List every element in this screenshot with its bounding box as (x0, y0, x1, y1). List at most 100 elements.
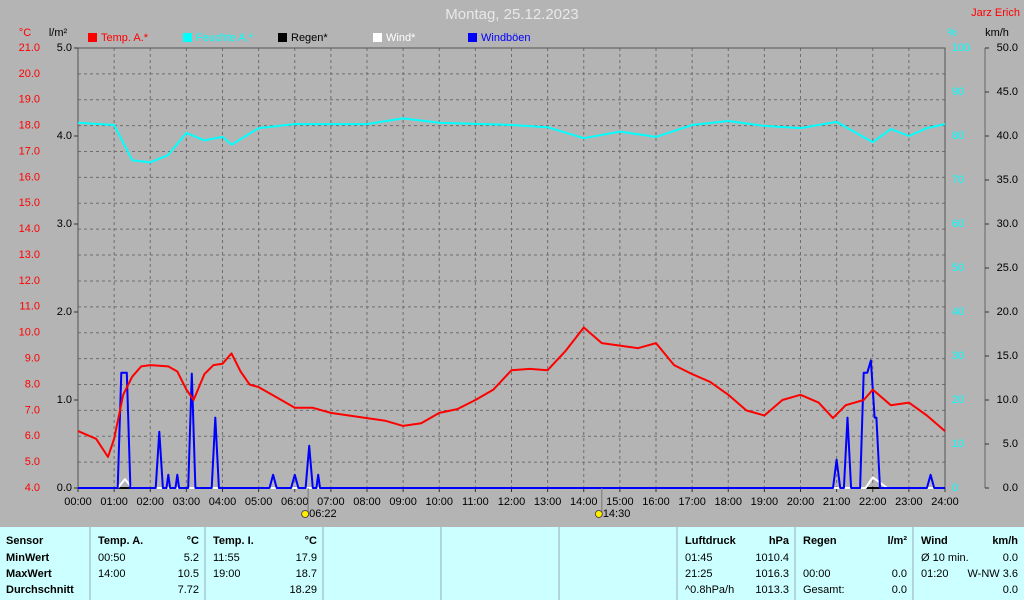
y-tick-label: 21.0 (19, 42, 40, 54)
x-tick-label: 24:00 (931, 496, 959, 508)
table-cell: 18.7 (296, 568, 317, 580)
y-tick-label: 16.0 (19, 171, 40, 183)
y4-tick-label: 50.0 (997, 42, 1018, 54)
legend-swatch (278, 33, 287, 42)
y-tick-label: 7.0 (25, 404, 40, 416)
y2-tick-label: 100 (952, 42, 970, 54)
row-label: MaxWert (6, 568, 52, 580)
sun-icon (594, 510, 603, 518)
x-tick-label: 19:00 (751, 496, 779, 508)
y3-tick-label: 4.0 (57, 130, 72, 142)
x-tick-label: 14:00 (570, 496, 598, 508)
table-cell: 1013.3 (755, 584, 789, 596)
table-cell: 19:00 (213, 568, 241, 580)
y2-tick-label: 20 (952, 394, 964, 406)
legend-label: Temp. A.* (101, 32, 149, 44)
y-tick-label: 4.0 (25, 482, 40, 494)
table-unit: °C (187, 535, 199, 547)
legend-label: Windböen (481, 32, 531, 44)
table-unit: hPa (769, 535, 790, 547)
x-tick-label: 00:00 (64, 496, 92, 508)
series-line (77, 117, 946, 164)
y3-tick-label: 3.0 (57, 218, 72, 230)
annotation-label: 06:22 (309, 508, 337, 520)
y2-tick-label: 80 (952, 130, 964, 142)
x-tick-label: 21:00 (823, 496, 851, 508)
x-tick-label: 09:00 (389, 496, 417, 508)
y-tick-label: 13.0 (19, 249, 40, 261)
x-tick-label: 05:00 (245, 496, 273, 508)
x-tick-label: 13:00 (534, 496, 562, 508)
table-cell: 1010.4 (755, 552, 789, 564)
table-header: Regen (803, 535, 837, 547)
x-tick-label: 01:00 (100, 496, 128, 508)
table-cell: 00:00 (803, 568, 831, 580)
x-tick-label: 17:00 (678, 496, 706, 508)
annotation-label: 14:30 (603, 508, 631, 520)
x-tick-label: 03:00 (173, 496, 201, 508)
y-tick-label: 15.0 (19, 197, 40, 209)
x-tick-label: 23:00 (895, 496, 923, 508)
table-cell: 01:45 (685, 552, 713, 564)
table-cell: 18.29 (289, 584, 317, 596)
table-cell: ^0.8hPa/h (685, 584, 734, 596)
table-cell: 0.0 (1003, 584, 1018, 596)
table-cell: 5.2 (184, 552, 199, 564)
y4-axis-label: km/h (985, 27, 1009, 39)
y2-tick-label: 70 (952, 174, 964, 186)
sun-icon (301, 510, 310, 518)
y4-tick-label: 25.0 (997, 262, 1018, 274)
x-tick-label: 06:00 (281, 496, 309, 508)
table-header: Temp. A. (98, 535, 143, 547)
table-header: Sensor (6, 535, 44, 547)
x-tick-label: 11:00 (462, 496, 489, 508)
table-cell: 1016.3 (755, 568, 789, 580)
y-tick-label: 14.0 (19, 223, 40, 235)
y-tick-label: 5.0 (25, 456, 40, 468)
series-line (78, 359, 945, 489)
table-cell: 01:20 (921, 568, 949, 580)
x-tick-label: 16:00 (642, 496, 670, 508)
y3-tick-label: 5.0 (57, 42, 72, 54)
x-tick-label: 08:00 (353, 496, 381, 508)
table-unit: l/m² (887, 535, 907, 547)
legend-label: Regen* (291, 32, 328, 44)
x-tick-label: 02:00 (136, 496, 164, 508)
table-cell: W-NW 3.6 (967, 568, 1018, 580)
y-tick-label: 20.0 (19, 68, 40, 80)
y4-tick-label: 15.0 (997, 350, 1018, 362)
legend-swatch (373, 33, 382, 42)
y4-tick-label: 0.0 (1003, 482, 1018, 494)
table-cell: 17.9 (296, 552, 317, 564)
y-tick-label: 8.0 (25, 378, 40, 390)
table-unit: km/h (992, 535, 1018, 547)
table-cell: 7.72 (178, 584, 199, 596)
y2-tick-label: 10 (952, 438, 964, 450)
legend-swatch (468, 33, 477, 42)
x-tick-label: 10:00 (425, 496, 453, 508)
y3-tick-label: 0.0 (57, 482, 72, 494)
table-cell: Ø 10 min. (921, 552, 969, 564)
table-cell: 0.0 (1003, 552, 1018, 564)
legend-label: Feuchte A.* (196, 32, 254, 44)
row-label: MinWert (6, 552, 50, 564)
table-header: Wind (921, 535, 948, 547)
row-label: Durchschnitt (6, 584, 74, 596)
legend-label: Wind* (386, 32, 416, 44)
x-tick-label: 07:00 (317, 496, 345, 508)
table-cell: 10.5 (178, 568, 199, 580)
x-tick-label: 12:00 (498, 496, 526, 508)
table-cell: 0.0 (892, 568, 907, 580)
y4-tick-label: 35.0 (997, 174, 1018, 186)
y3-tick-label: 1.0 (57, 394, 72, 406)
y-tick-label: 18.0 (19, 120, 40, 132)
y4-tick-label: 5.0 (1003, 438, 1018, 450)
y3-axis-label: l/m² (49, 27, 68, 39)
y4-tick-label: 30.0 (997, 218, 1018, 230)
x-tick-label: 20:00 (787, 496, 815, 508)
x-tick-label: 22:00 (859, 496, 887, 508)
y2-axis-label: % (947, 27, 957, 39)
legend-swatch (88, 33, 97, 42)
chart-title: Montag, 25.12.2023 (445, 6, 578, 23)
